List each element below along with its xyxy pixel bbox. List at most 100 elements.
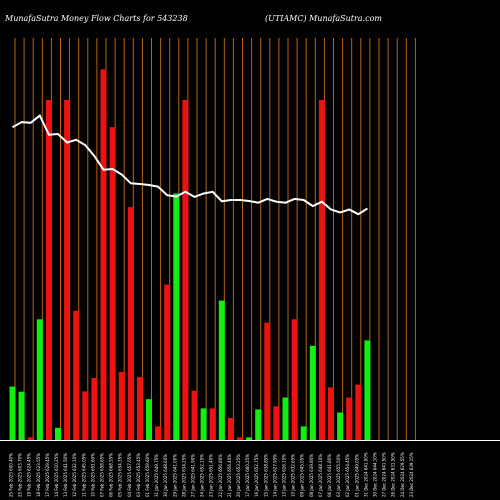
flow-bar (91, 378, 98, 440)
x-tick-label: 24 Jan 2025 652.15% (200, 454, 205, 497)
x-tick-label: 23 Dec 2024 639.15% (409, 452, 414, 497)
flow-bar (27, 437, 34, 440)
flow-bar (309, 345, 316, 440)
x-tick-label: 09 Jan 2025 645.05% (300, 454, 305, 497)
grid-line (242, 38, 243, 440)
flow-bar (200, 408, 207, 440)
x-tick-label: 27 Dec 2024 641.50% (382, 452, 387, 497)
grid-line (196, 38, 198, 440)
x-tick-label: 12 Feb 2025 632.10% (72, 453, 77, 497)
x-axis-baseline (0, 440, 500, 441)
x-tick-label: 18 Feb 2025 623.55% (36, 453, 41, 497)
x-tick-label: 27 Jan 2025 641.90% (191, 454, 196, 497)
grid-line (269, 38, 271, 440)
flow-bar (346, 397, 353, 440)
flow-bar (291, 319, 298, 440)
grid-line (14, 38, 16, 440)
flow-bar (127, 207, 134, 440)
x-tick-label: 28 Jan 2025 634.25% (181, 454, 186, 497)
flow-bar (164, 284, 171, 440)
flow-bar (355, 384, 362, 440)
flow-bar (227, 417, 234, 440)
flow-bar (9, 386, 16, 440)
x-tick-label: 17 Feb 2025 629.45% (45, 453, 50, 497)
flow-bar (255, 409, 262, 440)
grid-line (151, 38, 152, 440)
x-tick-label: 15 Jan 2025 638.85% (263, 454, 268, 497)
flow-bar (73, 310, 80, 440)
x-tick-label: 13 Feb 2025 641.50% (63, 453, 68, 497)
x-tick-label: 02 Jan 2025 654.45% (345, 454, 350, 497)
flow-bar (109, 127, 116, 440)
grid-line (96, 38, 98, 440)
x-tick-label: 07 Jan 2025 648.10% (318, 454, 323, 497)
x-tick-label: 14 Feb 2025 610.25% (54, 453, 59, 497)
grid-line (351, 38, 353, 440)
x-tick-label: 30 Jan 2025 648.60% (163, 454, 168, 497)
grid-line (296, 38, 298, 440)
grid-line (305, 38, 307, 440)
grid-line (260, 38, 262, 440)
flow-bar (136, 377, 143, 440)
chart-title-right: (UTIAMC) MunafaSutra.com (265, 14, 382, 23)
grid-line (396, 38, 398, 440)
grid-line (278, 38, 280, 440)
x-tick-label: 16 Jan 2025 652.75% (254, 454, 259, 497)
grid-line (414, 38, 416, 440)
x-tick-label: 20 Jan 2025 653.25% (236, 454, 241, 497)
x-tick-label: 01 Jan 2025 649.05% (354, 454, 359, 497)
flow-bar (55, 427, 61, 440)
grid-line (123, 38, 125, 440)
flow-bar (337, 412, 344, 440)
grid-line (141, 38, 143, 440)
flow-bar (45, 100, 52, 440)
flow-bar (173, 193, 180, 440)
grid-line (78, 38, 80, 440)
grid-line (360, 38, 362, 440)
x-tick-label: 05 Feb 2025 654.35% (118, 453, 123, 497)
x-tick-label: 08 Jan 2025 639.80% (309, 454, 314, 497)
grid-line (232, 38, 234, 440)
x-tick-label: 31 Jan 2025 649.75% (154, 454, 159, 497)
x-tick-label: 06 Jan 2025 641.80% (327, 454, 332, 497)
x-tick-label: 13 Jan 2025 626.15% (282, 454, 287, 497)
x-tick-label: 01 Feb 2025 659.60% (145, 453, 150, 497)
x-tick-label: 29 Jan 2025 641.00% (172, 454, 177, 497)
flow-bar (282, 397, 289, 440)
flow-bar (218, 300, 225, 440)
x-tick-label: 31 Dec 2024 641.00% (363, 452, 368, 497)
x-tick-label: 19 Feb 2025 624.45% (27, 453, 32, 497)
flow-bar (237, 437, 243, 440)
x-tick-label: 11 Feb 2025 645.05% (81, 453, 86, 497)
x-tick-label: 24 Dec 2024 629.55% (400, 452, 405, 497)
grid-line (60, 38, 61, 440)
bar-layer (9, 69, 371, 441)
flow-bar (64, 100, 71, 440)
x-tick-label: 03 Jan 2025 655.50% (336, 454, 341, 497)
x-tick-label: 22 Jan 2025 656.80% (218, 454, 223, 497)
x-tick-label: 04 Feb 2025 657.05% (127, 453, 132, 497)
grid-line (205, 38, 207, 440)
grid-line (405, 38, 407, 440)
x-tick-label: 10 Feb 2025 651.60% (90, 453, 95, 497)
flow-bar (18, 391, 25, 440)
grid-line (87, 38, 89, 440)
x-tick-label: 23 Jan 2025 651.40% (209, 454, 214, 497)
chart-title-left: MunafaSutra Money Flow Charts for 543238 (4, 14, 188, 23)
x-tick-label: 25 Feb 2025 600.40% (9, 453, 14, 497)
grid-line (23, 38, 25, 440)
grid-line (378, 38, 380, 440)
flow-bar (118, 372, 125, 440)
x-tick-label: 07 Feb 2025 658.65% (100, 453, 105, 497)
grid-line (214, 38, 216, 440)
x-tick-label: 25 Feb 2025 603.70% (18, 453, 23, 497)
grid-line (333, 38, 334, 440)
x-tick-label: 06 Feb 2025 668.55% (109, 453, 114, 497)
flow-bar (318, 100, 325, 440)
x-tick-label: 10 Jan 2025 632.65% (291, 454, 296, 497)
flow-bar (364, 340, 371, 440)
x-tick-label: 26 Dec 2024 631.50% (391, 452, 396, 497)
flow-bar (273, 406, 280, 440)
